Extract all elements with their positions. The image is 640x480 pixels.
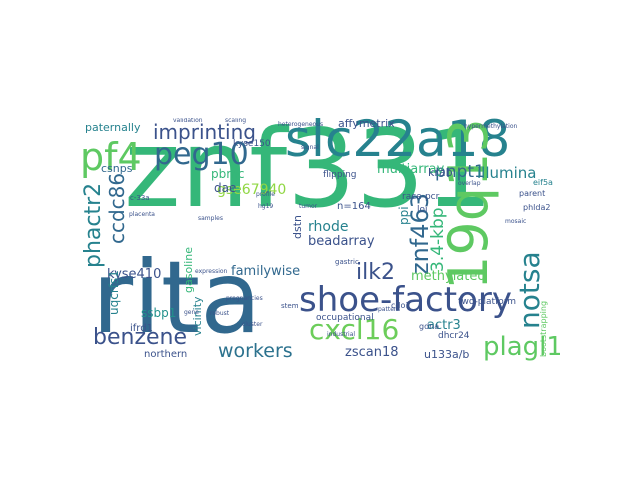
word-cloud: znf331 rita slc22a18 19q13 shoe-factory … bbox=[80, 118, 560, 364]
word-eif5a: eif5a bbox=[533, 178, 553, 187]
word-flipping: flipping bbox=[323, 170, 357, 180]
word-mosaic: mosaic bbox=[505, 218, 527, 225]
word-expression: expression bbox=[195, 268, 228, 275]
word-shoe-factory: shoe-factory bbox=[299, 280, 512, 320]
word-dae: dae bbox=[214, 181, 237, 195]
word-3.4-kbp: 3.4-kbp bbox=[428, 207, 448, 272]
word-ccdc86: ccdc86 bbox=[105, 172, 129, 244]
word-paternally: paternally bbox=[85, 121, 141, 134]
word-loi: loi bbox=[417, 205, 428, 215]
word-cluster: cluster bbox=[242, 321, 263, 328]
word-profile: profile bbox=[256, 191, 275, 198]
word-kyse410: kyse410 bbox=[107, 267, 162, 282]
word-vicinity: vicinity bbox=[191, 296, 204, 336]
word-rita: rita bbox=[92, 239, 262, 356]
word-hg19: hg19 bbox=[258, 203, 274, 210]
word-scaling: scaling bbox=[225, 118, 247, 124]
word-u133a/b: u133a/b bbox=[424, 348, 470, 361]
word-placenta: placenta bbox=[129, 211, 155, 218]
word-kyse150: kyse150 bbox=[233, 139, 271, 149]
word-hypermethylation: hypermethylation bbox=[464, 123, 518, 130]
word-ssbp1: ssbp1 bbox=[141, 306, 177, 320]
word-plagl1: plagl1 bbox=[483, 332, 560, 362]
word-imprinting: imprinting bbox=[153, 120, 256, 144]
word-occupational: occupational bbox=[316, 313, 374, 323]
word-gdna: gdna bbox=[419, 322, 440, 331]
word-race-pcr: race-pcr bbox=[402, 192, 440, 202]
word-workers: workers bbox=[218, 340, 293, 362]
word-familywise: familywise bbox=[231, 264, 301, 279]
word-dhcr24: dhcr24 bbox=[438, 331, 470, 341]
word-industrial: industrial bbox=[327, 331, 356, 338]
word-peg10: peg10 bbox=[154, 137, 249, 172]
word-samples: samples bbox=[198, 215, 223, 222]
word-znf331: znf331 bbox=[124, 118, 494, 232]
word-actr3: actr3 bbox=[427, 318, 461, 333]
word-phactr2: phactr2 bbox=[81, 182, 106, 268]
word-heterogeneous: heterogeneous bbox=[278, 121, 324, 128]
word-cdo1: cdo1 bbox=[391, 301, 411, 310]
word-illumina: illumina bbox=[477, 164, 537, 182]
word-two-platform: two-platform bbox=[458, 297, 517, 307]
word-zscan18: zscan18 bbox=[345, 345, 399, 360]
word-pregnancies: pregnancies bbox=[226, 295, 263, 302]
word-multiarray: multiarray bbox=[377, 162, 445, 177]
word-ifrd1: ifrd1 bbox=[130, 323, 153, 334]
word-dstn: dstn bbox=[291, 215, 304, 239]
word-beadarray: beadarray bbox=[308, 234, 375, 249]
word-phlda2: phlda2 bbox=[523, 203, 551, 212]
word-19q13: 19q13 bbox=[437, 118, 500, 290]
word-stem: stem bbox=[281, 302, 299, 310]
word-robust: robust bbox=[210, 310, 230, 317]
word-overlap: overlap bbox=[458, 180, 481, 187]
word-parent: parent bbox=[519, 189, 546, 198]
word-ilk2: ilk2 bbox=[356, 260, 395, 285]
word-pattern: pattern bbox=[378, 306, 401, 313]
word-gasoline: gasoline bbox=[182, 246, 195, 293]
word-signal: signal bbox=[301, 144, 319, 151]
word-c-33a: c-33a bbox=[130, 194, 150, 202]
word-slc22a18: slc22a18 bbox=[285, 118, 511, 168]
word-ppi: ppi bbox=[397, 206, 411, 225]
word-methylated: methylated bbox=[411, 269, 486, 284]
word-krab: krab bbox=[428, 166, 453, 179]
word-gastric: gastric bbox=[335, 258, 359, 266]
word-pnpt1: pnpt1 bbox=[435, 162, 485, 182]
word-uqcrfs1: uqcrfs1 bbox=[107, 270, 121, 315]
word-gene: gene bbox=[184, 309, 199, 316]
word-gse67940: gse67940 bbox=[217, 182, 287, 198]
word-pbmc: pbmc bbox=[211, 167, 245, 181]
word-n=164: n=164 bbox=[337, 201, 371, 212]
word-benzene: benzene bbox=[93, 325, 188, 350]
word-tumor: tumor bbox=[299, 203, 318, 210]
word-bootstrapping: bootstrapping bbox=[539, 300, 548, 357]
word-csnps: csnps bbox=[101, 162, 133, 175]
word-affymetrix: affymetrix bbox=[338, 118, 395, 130]
word-pf4: pf4 bbox=[80, 135, 142, 179]
word-northern: northern bbox=[144, 349, 188, 360]
word-cxcl16: cxcl16 bbox=[309, 313, 400, 346]
word-validation: validation bbox=[173, 118, 203, 124]
word-rhode: rhode bbox=[308, 219, 349, 235]
